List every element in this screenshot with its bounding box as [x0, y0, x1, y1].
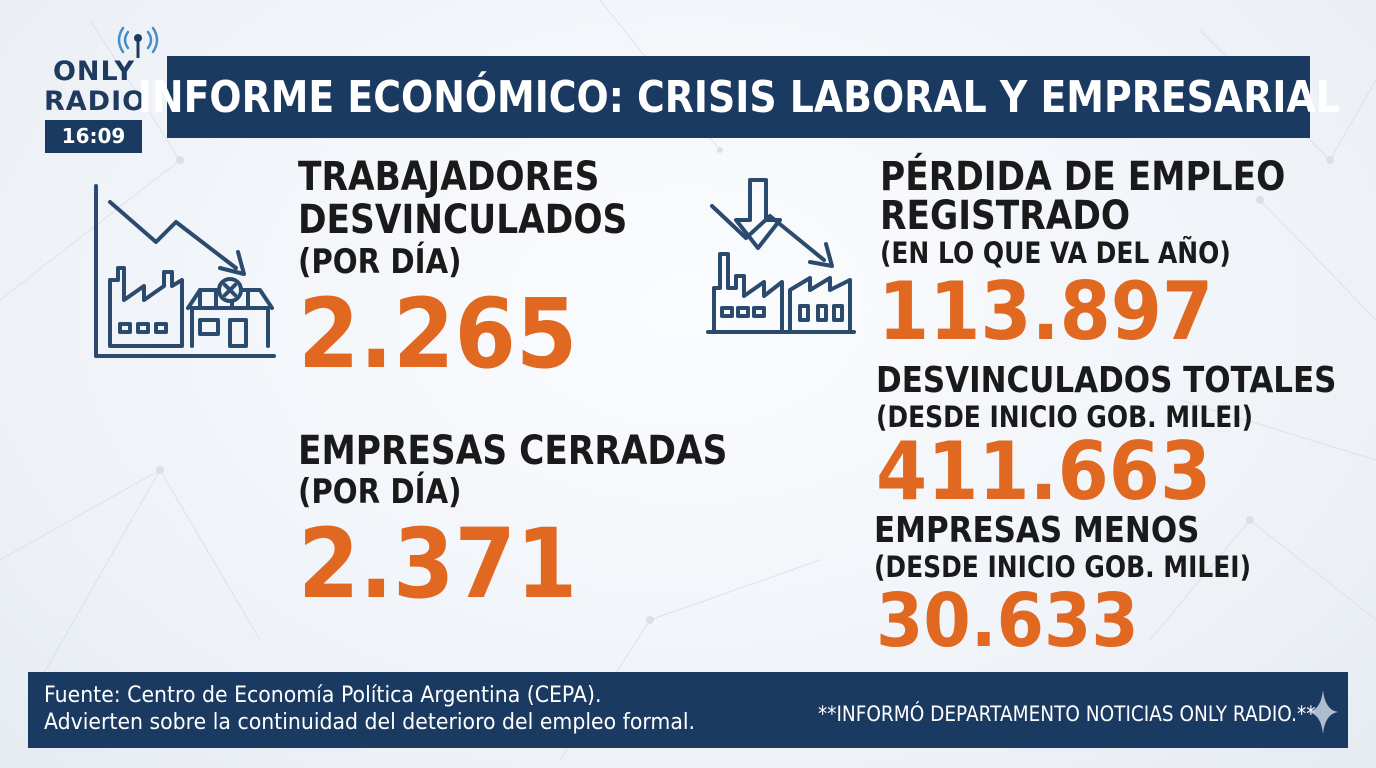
stat-label-employment-loss-line2: REGISTRADO [880, 193, 1131, 239]
stat-value-total-dismissed: 411.663 [876, 425, 1212, 518]
stat-value-companies: 2.371 [298, 508, 578, 620]
stat-value-employment-loss: 113.897 [878, 265, 1214, 358]
footer-bar [28, 672, 1348, 748]
page-title: INFORME ECONÓMICO: CRISIS LABORAL Y EMPR… [137, 71, 1340, 123]
stat-sublabel-employment-loss: (EN LO QUE VA DEL AÑO) [880, 236, 1231, 270]
sparkle-icon [1308, 690, 1338, 734]
footer-source-line1: Fuente: Centro de Economía Política Arge… [44, 683, 602, 708]
down-arrow-factory-icon [706, 178, 856, 334]
footer-source-line2: Advierten sobre la continuidad del deter… [44, 710, 696, 735]
title-banner: INFORME ECONÓMICO: CRISIS LABORAL Y EMPR… [138, 56, 1340, 138]
stat-label-total-dismissed: DESVINCULADOS TOTALES [876, 360, 1337, 401]
stat-sublabel-companies: (POR DÍA) [298, 472, 462, 512]
time-display: 16:09 [45, 120, 142, 153]
stat-value-workers: 2.265 [298, 278, 578, 390]
stat-label-employment-loss-line1: PÉRDIDA DE EMPLEO [880, 154, 1286, 200]
stat-label-workers-line2: DESVINCULADOS [298, 197, 628, 243]
stat-value-fewer-companies: 30.633 [876, 578, 1139, 664]
decline-chart-factory-icon [94, 184, 276, 358]
stat-label-fewer-companies: EMPRESAS MENOS [874, 510, 1200, 551]
stat-sublabel-workers: (POR DÍA) [298, 242, 462, 282]
stat-sublabel-fewer-companies: (DESDE INICIO GOB. MILEI) [874, 550, 1251, 584]
footer-credit: **INFORMÓ DEPARTAMENTO NOTICIAS ONLY RAD… [818, 702, 1316, 726]
footer-source: Fuente: Centro de Economía Política Arge… [44, 682, 695, 736]
stat-label-companies: EMPRESAS CERRADAS [298, 428, 728, 474]
antenna-icon [117, 26, 159, 58]
stat-label-workers-line1: TRABAJADORES [298, 154, 600, 200]
logo-only-text: ONLY [52, 56, 136, 87]
stat-sublabel-total-dismissed: (DESDE INICIO GOB. MILEI) [876, 400, 1253, 434]
logo-radio-text: RADIO [44, 86, 147, 117]
